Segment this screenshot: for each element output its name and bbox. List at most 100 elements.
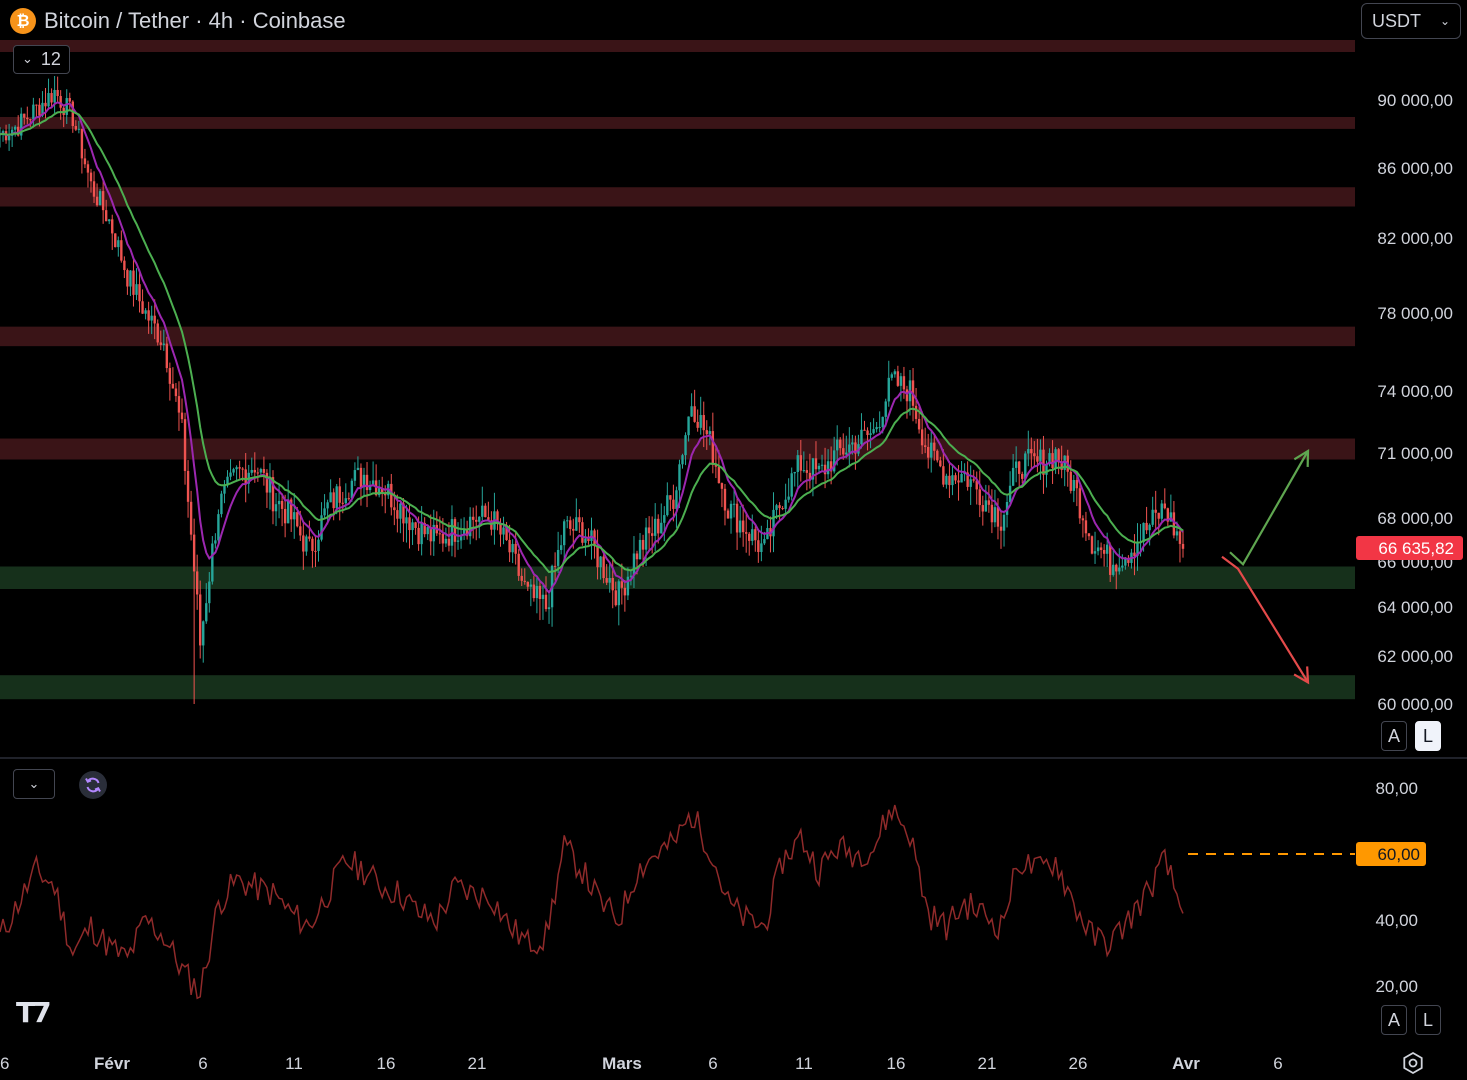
candle-body bbox=[575, 517, 578, 531]
candle-body bbox=[578, 517, 581, 523]
time-axis-label: Mars bbox=[602, 1054, 642, 1073]
candle-body bbox=[59, 96, 62, 108]
candle-body bbox=[475, 519, 478, 522]
settings-icon[interactable] bbox=[1400, 1050, 1426, 1076]
candle-body bbox=[499, 524, 502, 535]
candle-body bbox=[362, 474, 366, 488]
candle-body bbox=[1054, 449, 1057, 469]
candle-body bbox=[1175, 531, 1179, 536]
candle-body bbox=[205, 603, 208, 622]
candle-body bbox=[71, 101, 74, 127]
rsi-log-scale-button[interactable]: L bbox=[1415, 1005, 1441, 1035]
candle-body bbox=[1181, 543, 1185, 549]
candle-body bbox=[244, 469, 247, 484]
candle-body bbox=[411, 522, 414, 531]
candle-body bbox=[38, 104, 41, 116]
candle-body bbox=[1124, 558, 1127, 566]
price-axis-label: 82 000,00 bbox=[1377, 229, 1453, 248]
candle-body bbox=[845, 452, 848, 455]
candle-body bbox=[1081, 518, 1085, 521]
candle-body bbox=[356, 467, 360, 471]
candle-body bbox=[526, 581, 529, 587]
candle-body bbox=[20, 113, 23, 136]
resistance-zone-1 bbox=[0, 117, 1355, 129]
price-log-scale-button[interactable]: L bbox=[1415, 721, 1441, 751]
candle-body bbox=[878, 427, 881, 429]
symbol-title[interactable]: Bitcoin / Tether · 4h · Coinbase bbox=[44, 8, 346, 33]
candle-body bbox=[790, 473, 793, 497]
chevron-down-icon: ⌄ bbox=[1439, 14, 1450, 28]
price-axis-label: 86 000,00 bbox=[1377, 159, 1453, 178]
candle-body bbox=[117, 240, 120, 248]
rsi-pane-toggle[interactable]: ⌄ bbox=[13, 769, 55, 799]
candle-body bbox=[933, 442, 936, 451]
price-auto-scale-button[interactable]: A bbox=[1381, 721, 1407, 751]
candle-body bbox=[241, 468, 244, 470]
candle-body bbox=[484, 505, 487, 518]
candle-body bbox=[305, 536, 308, 552]
candle-body bbox=[496, 511, 499, 525]
candle-body bbox=[1011, 467, 1015, 486]
candle-body bbox=[1142, 522, 1145, 543]
candle-body bbox=[951, 475, 954, 486]
candle-body bbox=[999, 526, 1003, 531]
candle-body bbox=[741, 520, 745, 533]
currency-select[interactable]: USDT ⌄ bbox=[1361, 3, 1461, 39]
candle-body bbox=[153, 315, 156, 324]
candle-body bbox=[987, 500, 991, 505]
candle-body bbox=[942, 466, 945, 485]
candle-body bbox=[1090, 536, 1094, 554]
candle-body bbox=[1021, 473, 1024, 479]
rsi-auto-scale-button[interactable]: A bbox=[1381, 1005, 1407, 1035]
candle-body bbox=[544, 594, 548, 610]
candle-body bbox=[1036, 456, 1039, 462]
candle-body bbox=[523, 580, 526, 582]
candle-body bbox=[453, 519, 457, 542]
candle-body bbox=[626, 576, 630, 596]
candle-body bbox=[192, 534, 196, 572]
candle-body bbox=[202, 621, 205, 646]
candle-body bbox=[189, 501, 193, 535]
candle-body bbox=[745, 532, 748, 534]
candle-body bbox=[1172, 512, 1176, 536]
candle-body bbox=[274, 504, 278, 512]
indicators-toggle[interactable]: ⌄ 12 bbox=[13, 45, 70, 74]
bitcoin-icon: ₿ bbox=[10, 8, 36, 34]
candle-body bbox=[341, 502, 344, 504]
symbol-header[interactable]: ₿ Bitcoin / Tether · 4h · Coinbase bbox=[10, 6, 352, 36]
candle-body bbox=[214, 540, 217, 544]
candle-body bbox=[438, 533, 442, 535]
refresh-icon[interactable] bbox=[79, 771, 107, 799]
tradingview-logo[interactable]: T7 bbox=[16, 996, 52, 1029]
candle-body bbox=[775, 505, 778, 510]
candle-body bbox=[1039, 449, 1042, 462]
candle-body bbox=[535, 585, 539, 599]
candle-body bbox=[939, 460, 942, 467]
candle-body bbox=[89, 172, 93, 182]
candle-body bbox=[687, 416, 690, 436]
candle-body bbox=[1027, 449, 1030, 454]
price-axis-label: 90 000,00 bbox=[1377, 91, 1453, 110]
candle-body bbox=[896, 371, 900, 386]
candle-body bbox=[972, 479, 975, 481]
candle-body bbox=[559, 545, 563, 550]
candle-body bbox=[223, 485, 226, 494]
candle-body bbox=[1115, 564, 1118, 572]
candle-body bbox=[390, 483, 393, 508]
candle-body bbox=[80, 128, 84, 159]
candle-body bbox=[183, 419, 187, 471]
candle-body bbox=[393, 507, 396, 511]
candle-body bbox=[465, 529, 469, 537]
candle-body bbox=[101, 191, 105, 211]
candle-body bbox=[365, 474, 369, 491]
candle-body bbox=[836, 439, 839, 451]
candle-body bbox=[47, 93, 50, 107]
candle-body bbox=[1048, 453, 1051, 465]
candle-body bbox=[650, 533, 654, 536]
rsi-axis-label: 20,00 bbox=[1375, 977, 1418, 996]
candle-body bbox=[262, 469, 266, 473]
candle-body bbox=[899, 376, 903, 386]
candle-body bbox=[617, 581, 620, 606]
candle-body bbox=[1045, 464, 1048, 475]
